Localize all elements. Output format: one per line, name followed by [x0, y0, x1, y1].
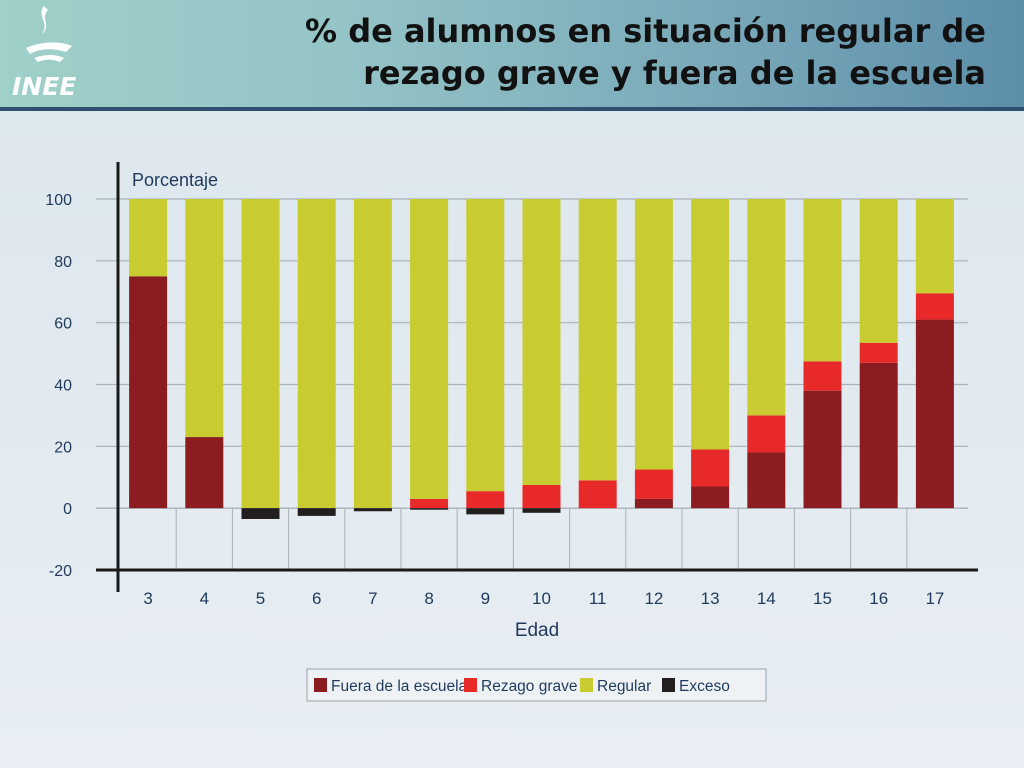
x-tick-label: 6: [312, 589, 321, 608]
bar-regular: [859, 199, 898, 343]
bar-rezago: [410, 498, 449, 509]
legend-swatch: [314, 678, 327, 692]
header-divider: [0, 107, 1024, 111]
bar-rezago: [634, 469, 673, 499]
legend-swatch: [464, 678, 477, 692]
x-tick-label: 13: [701, 589, 720, 608]
bar-exceso: [522, 508, 561, 513]
header-banner: [0, 0, 1024, 107]
bar-fuera: [915, 319, 954, 509]
bar-regular: [353, 199, 392, 509]
bar-regular: [241, 199, 280, 509]
bar-regular: [691, 199, 730, 450]
chart-area: 100 80 60 40 20 0 -20 Porcentaje Edad 3 4 5 6 7 8 9 10 11…: [0, 111, 1024, 768]
x-tick-label: 17: [925, 589, 944, 608]
x-tick-label: 15: [813, 589, 832, 608]
x-tick-label: 7: [368, 589, 377, 608]
bar-regular: [747, 199, 786, 416]
title-line-2: rezago grave y fuera de la escuela: [363, 54, 986, 92]
page-title: % de alumnos en situación regular de rez…: [186, 10, 986, 94]
x-tick-label: 11: [589, 589, 607, 608]
bar-exceso: [353, 508, 392, 512]
x-tick-label: 5: [256, 589, 265, 608]
bar-regular: [410, 199, 449, 499]
bar-regular: [129, 199, 168, 277]
bar-fuera: [185, 437, 224, 509]
bar-fuera: [747, 452, 786, 509]
y-tick-label: 20: [54, 439, 72, 456]
bar-regular: [803, 199, 842, 362]
x-tick-label: 16: [869, 589, 888, 608]
x-tick-label: 9: [481, 589, 490, 608]
x-tick-label: 12: [644, 589, 663, 608]
bar-exceso: [241, 508, 280, 519]
y-tick-label: 40: [54, 378, 72, 395]
bar-rezago: [578, 480, 617, 509]
legend-label: Rezago grave: [481, 678, 578, 695]
svg-text:INEE: INEE: [12, 72, 76, 101]
legend-label: Fuera de la escuela: [331, 678, 468, 695]
bar-exceso: [297, 508, 336, 516]
bar-exceso: [410, 508, 449, 510]
y-tick-label: -20: [49, 563, 72, 580]
legend-label: Exceso: [679, 678, 730, 695]
bar-rezago: [747, 415, 786, 453]
x-tick-label: 10: [532, 589, 551, 608]
title-line-1: % de alumnos en situación regular de: [304, 12, 986, 50]
bar-regular: [466, 199, 505, 492]
bar-regular: [297, 199, 336, 509]
bar-rezago: [691, 449, 730, 487]
bar-regular: [634, 199, 673, 470]
y-axis-label: Porcentaje: [132, 170, 218, 190]
bar-fuera: [859, 362, 898, 509]
flame-icon: [41, 6, 48, 34]
bar-rezago: [915, 293, 954, 320]
legend-label: Regular: [597, 678, 651, 695]
x-tick-label: 8: [424, 589, 433, 608]
x-tick-label: 14: [757, 589, 776, 608]
x-tick-label: 3: [143, 589, 152, 608]
bar-fuera: [803, 390, 842, 509]
y-tick-label: 0: [63, 501, 72, 518]
legend-swatch: [662, 678, 675, 692]
bar-rezago: [859, 342, 898, 363]
bar-rezago: [522, 484, 561, 509]
inee-logo: INEE: [12, 6, 76, 101]
bar-exceso: [466, 508, 505, 515]
bar-rezago: [803, 361, 842, 391]
legend-swatch: [580, 678, 593, 692]
bar-fuera: [129, 276, 168, 509]
bar-rezago: [466, 491, 505, 509]
y-tick-label: 100: [45, 192, 72, 209]
stacked-bar-chart: 100 80 60 40 20 0 -20 Porcentaje Edad 3 4 5 6 7 8 9 10 11…: [45, 162, 978, 702]
bar-fuera: [691, 486, 730, 509]
bar-fuera: [634, 498, 673, 509]
bar-regular: [578, 199, 617, 481]
x-tick-label: 4: [200, 589, 209, 608]
x-axis-label: Edad: [515, 620, 559, 641]
bar-regular: [185, 199, 224, 438]
y-tick-label: 80: [54, 254, 72, 271]
bar-regular: [915, 199, 954, 294]
legend-box: [306, 668, 767, 702]
bar-regular: [522, 199, 561, 485]
y-tick-label: 60: [54, 316, 72, 333]
